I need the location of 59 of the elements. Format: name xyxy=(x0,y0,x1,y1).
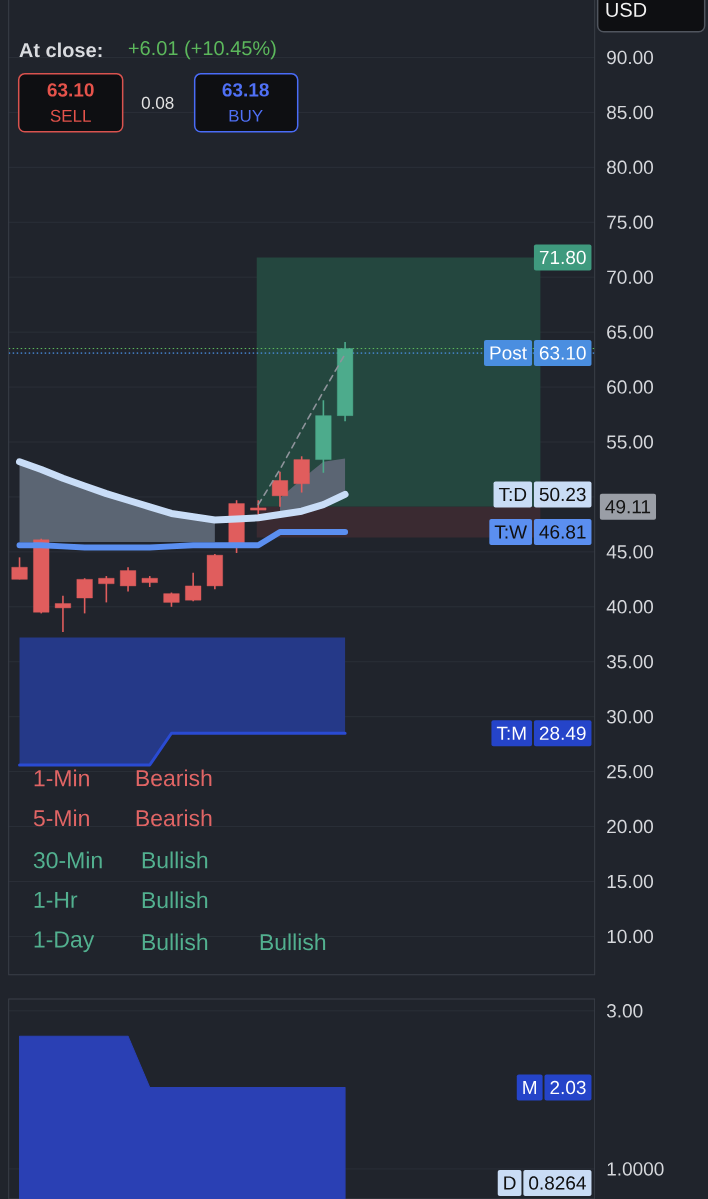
annotation: Bullish xyxy=(142,933,208,951)
annotation: Bearish xyxy=(136,769,212,787)
y-tick-label: 10.00 xyxy=(607,929,653,944)
annotation: 1-Min xyxy=(34,769,89,787)
annotation: BUY xyxy=(229,109,263,122)
y-tick-label: 30.00 xyxy=(606,709,653,724)
annotation: SELL xyxy=(50,109,91,122)
annotation: M xyxy=(523,1081,537,1095)
candlestick xyxy=(76,577,93,615)
y-tick-label: 45.00 xyxy=(606,545,653,559)
annotation: Bearish xyxy=(136,809,212,827)
annotation: T:M xyxy=(496,726,526,740)
annotation: 71.80 xyxy=(539,250,586,265)
annotation: 50.23 xyxy=(539,487,586,502)
annotation: At close: xyxy=(19,42,102,58)
annotation: 2.03 xyxy=(550,1080,586,1095)
y-tick-label: 65.00 xyxy=(607,325,653,339)
annotation: 5-Min xyxy=(33,809,89,827)
annotation: D xyxy=(504,1176,516,1190)
annotation: 0.8264 xyxy=(529,1176,586,1190)
candlestick xyxy=(120,566,137,593)
y-tick-label: 35.00 xyxy=(606,655,653,669)
y-tick-label: 15.00 xyxy=(607,874,653,889)
annotation: 63.10 xyxy=(539,346,586,360)
candlestick xyxy=(271,470,288,508)
y-tick-label: 25.00 xyxy=(607,764,653,779)
annotation: 1-Hr xyxy=(34,891,78,908)
candlestick xyxy=(185,571,202,603)
annotation: +6.01 (+10.45%) xyxy=(128,40,276,60)
candlestick xyxy=(98,575,115,604)
annotation: 0.08 xyxy=(141,96,174,109)
line-series xyxy=(257,353,346,506)
annotation: 28.49 xyxy=(539,726,586,740)
y-tick-label: 1.0000 xyxy=(607,1162,664,1176)
annotation: Bullish xyxy=(142,851,208,869)
annotation: Post xyxy=(490,346,527,360)
y-tick-label: 85.00 xyxy=(607,105,653,120)
annotation: T:D xyxy=(498,487,527,501)
text: 49.11 xyxy=(605,499,651,514)
y-tick-label: 40.00 xyxy=(606,600,653,614)
y-tick-label: 20.00 xyxy=(607,819,653,834)
y-tick-label: 80.00 xyxy=(607,160,653,175)
y-tick-label: 3.00 xyxy=(606,1004,643,1018)
annotation: Bullish xyxy=(142,891,208,909)
annotation: 1-Day xyxy=(34,931,95,953)
candlestick xyxy=(11,556,28,581)
y-tick-label: 90.00 xyxy=(607,50,653,65)
candlestick xyxy=(54,595,71,633)
y-tick-label: 70.00 xyxy=(607,270,653,284)
y-tick-label: 75.00 xyxy=(607,215,653,229)
text: USD xyxy=(606,2,647,17)
annotation: 46.81 xyxy=(539,525,586,539)
annotation: Bullish xyxy=(260,933,326,951)
annotation: T:W xyxy=(494,525,527,539)
y-tick-label: 60.00 xyxy=(607,380,653,394)
annotation: 30-Min xyxy=(33,851,102,869)
annotation: 63.18 xyxy=(222,83,269,97)
annotation: 63.10 xyxy=(47,83,94,97)
y-tick-label: 55.00 xyxy=(606,435,653,449)
